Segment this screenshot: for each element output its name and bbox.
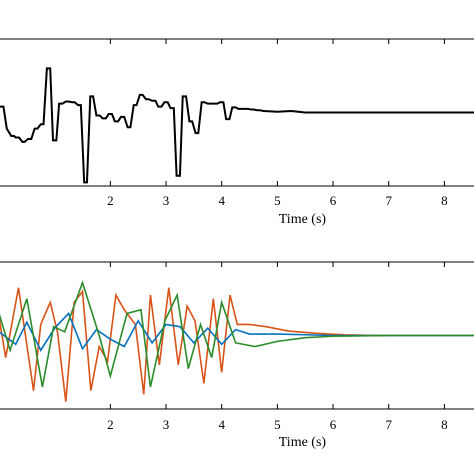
x-tick-label-bottom: 8 (441, 417, 448, 432)
x-tick-label-top: 7 (385, 193, 392, 208)
axes-box-bottom (0, 261, 474, 410)
x-tick-label-bottom: 3 (163, 417, 170, 432)
x-tick-label-bottom: 6 (330, 417, 337, 432)
x-tick-label-bottom: 7 (385, 417, 392, 432)
x-tick-label-top: 2 (107, 193, 114, 208)
x-axis-title-top: Time (s) (279, 212, 327, 227)
x-tick-label-top: 8 (441, 193, 448, 208)
x-tick-label-top: 3 (163, 193, 170, 208)
axes-box-top (0, 38, 474, 187)
x-tick-label-bottom: 5 (274, 417, 281, 432)
x-tick-label-bottom: 4 (218, 417, 225, 432)
series-line-bottom-2 (0, 280, 474, 388)
subplot-top: 2 3 4 5 6 7 8 Time (s) (0, 38, 474, 227)
series-line-top-0 (0, 67, 474, 184)
x-axis-title-bottom: Time (s) (279, 435, 327, 450)
x-tick-label-bottom: 2 (107, 417, 114, 432)
x-tick-label-top: 6 (330, 193, 337, 208)
subplot-bottom: 2 3 4 5 6 7 8 Time (s) (0, 261, 474, 450)
x-tick-label-top: 5 (274, 193, 281, 208)
x-tick-label-top: 4 (218, 193, 225, 208)
series-line-bottom-0 (0, 287, 474, 402)
